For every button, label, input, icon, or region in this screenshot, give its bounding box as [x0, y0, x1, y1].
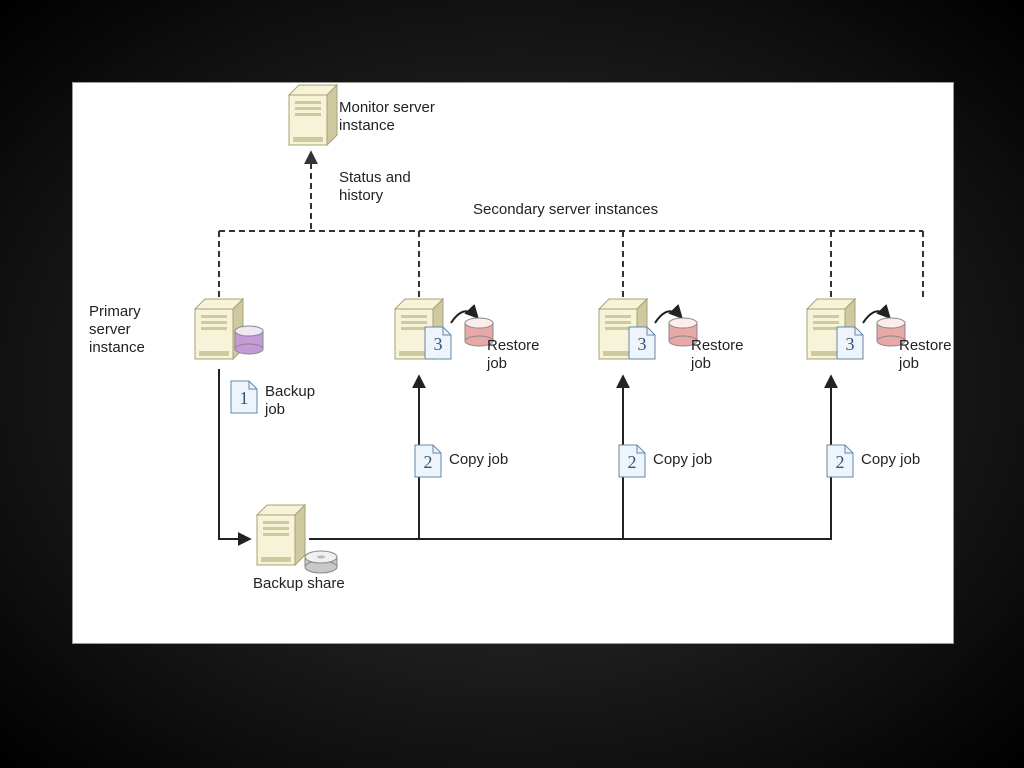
- monitor-label: Monitor serverinstance: [339, 99, 519, 135]
- svg-text:2: 2: [628, 452, 637, 472]
- status-history-label: Status andhistory: [339, 169, 479, 205]
- d2c-label: Copy job: [653, 451, 773, 469]
- backup-label: Backup share: [253, 575, 413, 593]
- svg-text:3: 3: [846, 334, 855, 354]
- svg-text:1: 1: [240, 388, 249, 408]
- diagram-panel: 1 2 2 2 3 3 3 Monitor serverinstance Primaryser…: [72, 82, 954, 644]
- primary-label: Primaryserverinstance: [89, 303, 189, 357]
- d3r-label: Restorejob: [899, 337, 1019, 373]
- svg-text:2: 2: [424, 452, 433, 472]
- d1c-label: Copy job: [449, 451, 569, 469]
- slide-stage: 1 2 2 2 3 3 3 Monitor serverinstance Primaryser…: [0, 0, 1024, 768]
- svg-text:3: 3: [638, 334, 647, 354]
- svg-text:2: 2: [836, 452, 845, 472]
- d3c-label: Copy job: [861, 451, 981, 469]
- doc1-label: Backupjob: [265, 383, 385, 419]
- secondary-section-label: Secondary server instances: [473, 201, 658, 219]
- d2r-label: Restorejob: [691, 337, 811, 373]
- svg-text:3: 3: [434, 334, 443, 354]
- d1r-label: Restorejob: [487, 337, 607, 373]
